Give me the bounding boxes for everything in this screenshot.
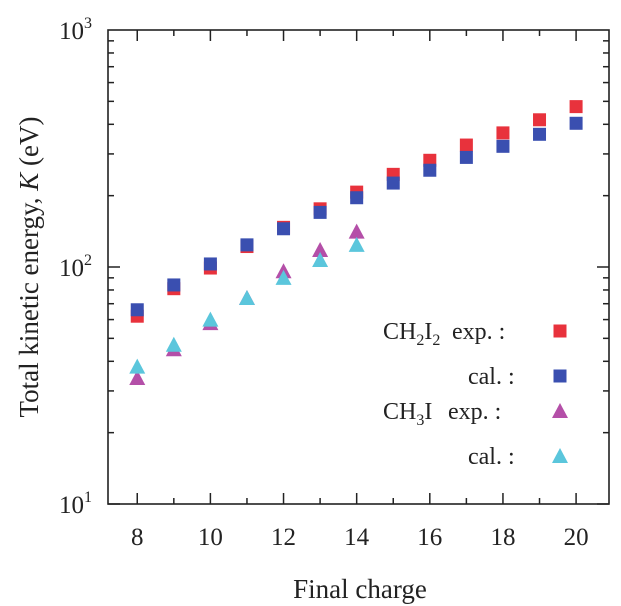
x-tick-label: 12 [271,524,296,551]
data-point-square [130,303,144,317]
x-tick-label: 8 [131,524,144,551]
x-tick-label: 16 [417,524,442,551]
data-point-triangle [348,236,365,252]
x-tick-label: 18 [490,524,515,551]
data-point-square [240,238,254,252]
data-point-triangle [165,336,182,352]
data-point-square [569,100,583,114]
data-point-square [203,257,217,271]
data-point-square [496,126,510,140]
data-point-square [313,205,327,219]
data-point-square [533,113,547,127]
data-point-triangle [312,241,329,257]
data-point-triangle [275,269,292,285]
data-point-triangle [238,289,255,305]
data-point-triangle [129,370,146,386]
plot-frame [107,29,610,505]
data-point-triangle [129,358,146,374]
legend-marker-triangle [552,448,568,463]
legend-entry-label: exp. : [448,399,501,425]
x-tick-label: 10 [198,524,223,551]
data-point-square [277,222,291,236]
data-point-square [350,191,364,205]
y-axis-title-text: Total kinetic energy, [14,191,44,418]
data-point-square [423,163,437,177]
legend-entry-label: cal. : [468,364,515,390]
data-points-group [129,100,583,386]
legend-group-label: CH3I [383,399,432,429]
legend-group-label: CH2I2 [383,319,440,349]
legend-entry-label: cal. : [468,444,515,470]
legend-entry-label: exp. : [452,319,505,345]
legend-marker-square [553,369,567,383]
y-axis-title-symbol: K [14,171,44,192]
legend-marker-triangle [552,403,568,418]
x-tick-label: 14 [344,524,370,551]
data-point-square [459,138,473,152]
data-point-square [167,278,181,292]
y-tick-label: 103 [59,15,92,45]
data-point-square [459,150,473,164]
data-point-square [423,153,437,167]
y-axis-title-unit: (eV) [14,116,44,172]
x-tick-label: 20 [564,524,589,551]
axes-group: 8 10 12 14 16 18 20 101 102 103 [59,15,610,551]
data-point-triangle [202,311,219,327]
data-point-triangle [312,252,329,268]
data-point-triangle [348,223,365,239]
legend-marker-square [553,324,567,338]
data-point-square [386,176,400,190]
y-tick-label: 101 [59,489,92,519]
data-point-square [496,139,510,153]
x-axis-title: Final charge [293,574,427,604]
data-point-square [533,127,547,141]
y-tick-label: 102 [59,252,92,282]
legend: CH2I2 exp. : cal. : CH3I exp. : cal. : [383,319,568,470]
data-point-square [569,116,583,130]
y-axis-title: Total kinetic energy, K (eV) [14,116,44,417]
